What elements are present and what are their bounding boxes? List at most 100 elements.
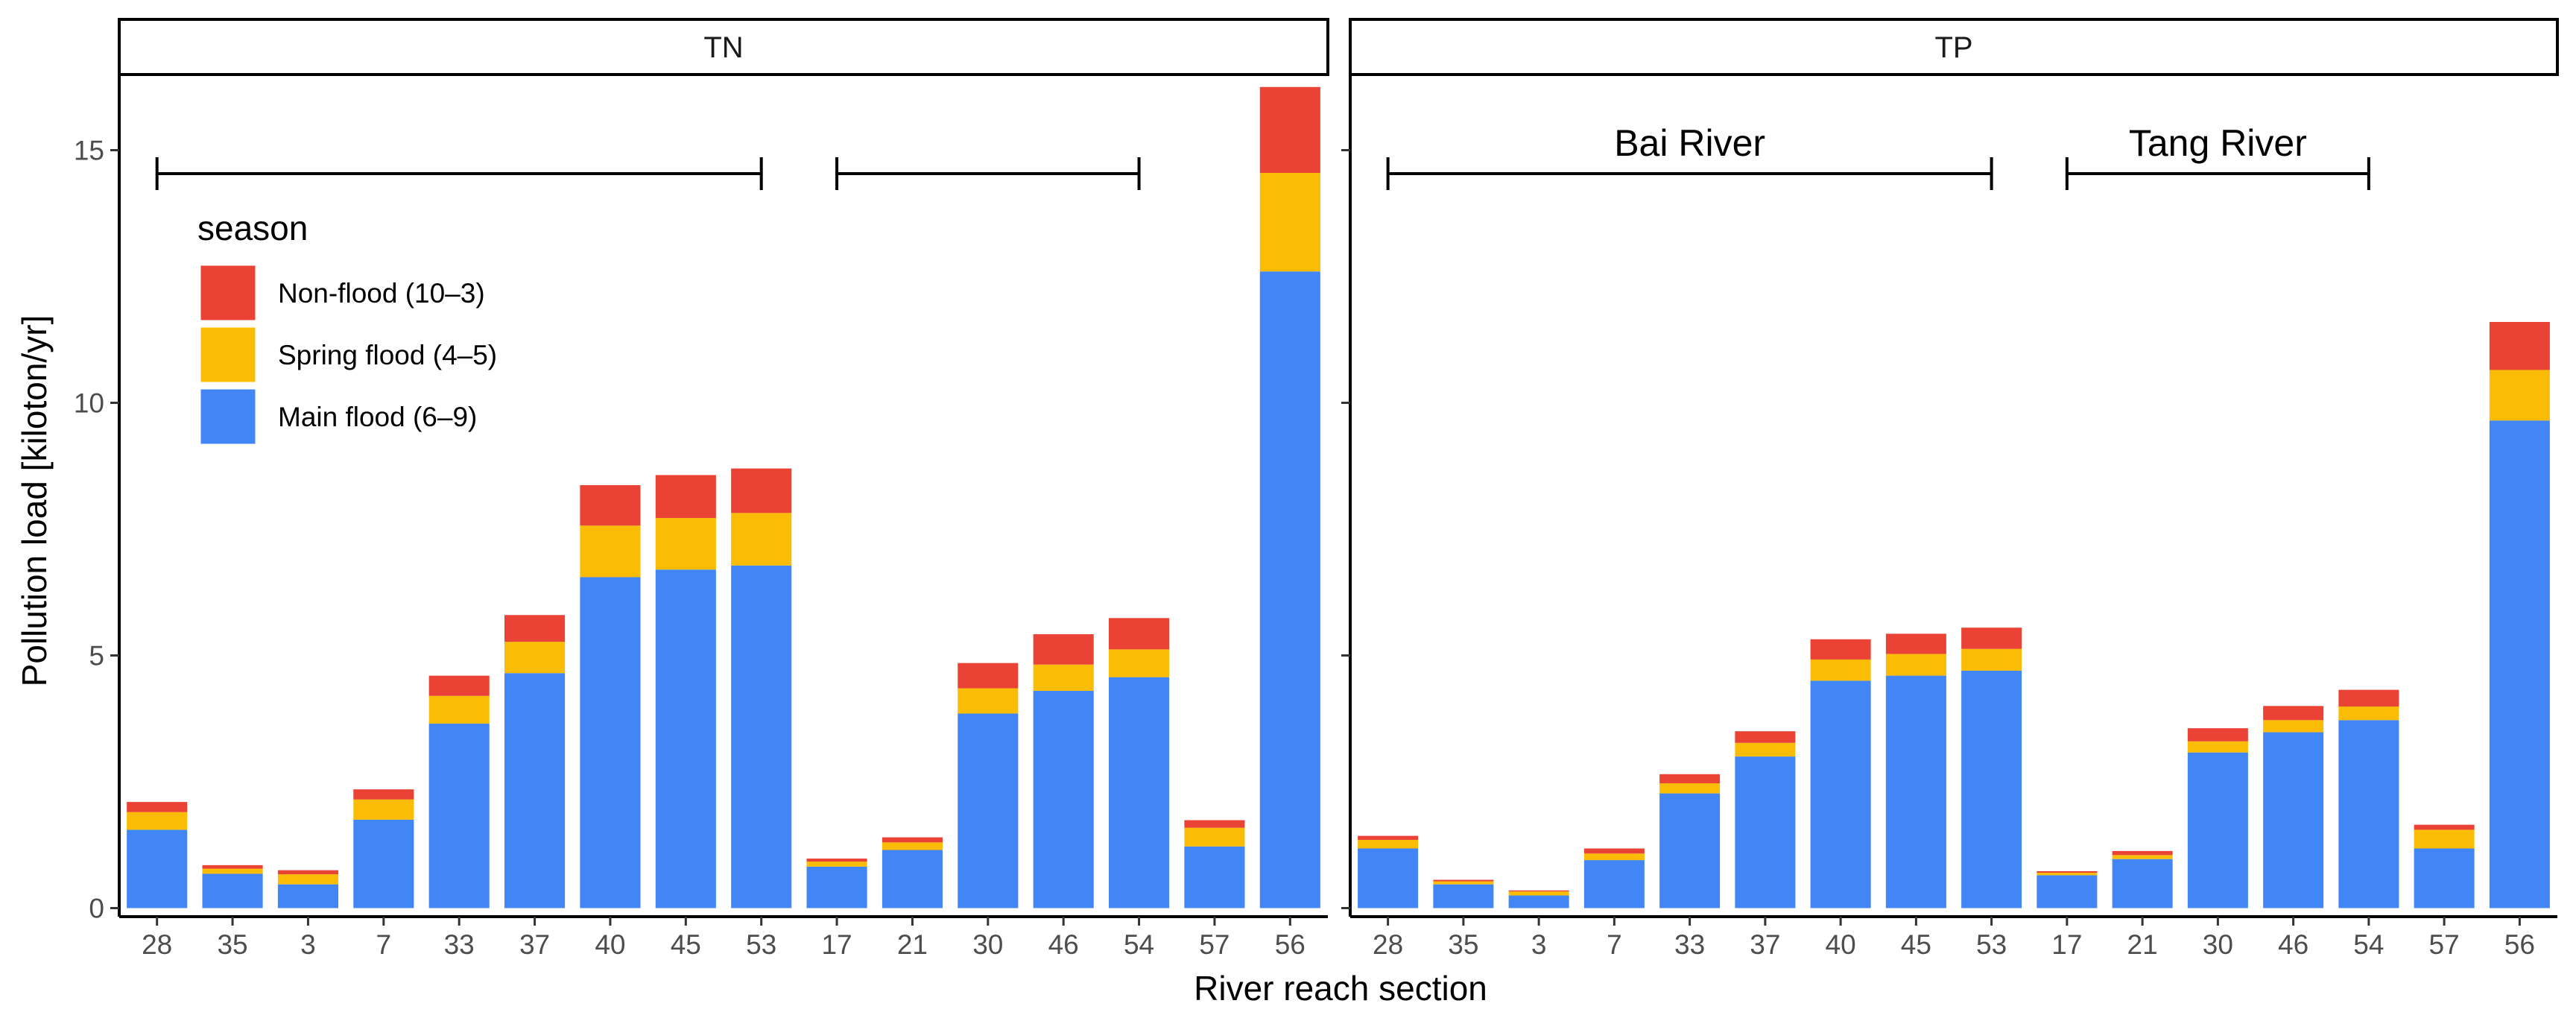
bar-tp-57-non-flood-10-3 <box>2414 824 2475 830</box>
bar-tn-54-main-flood-6-9 <box>1109 677 1170 908</box>
x-tick-label-tp-40: 40 <box>1826 929 1856 960</box>
x-tick-label-tn-7: 7 <box>376 929 392 960</box>
bar-tn-45-spring-flood-4-5 <box>655 518 716 570</box>
bar-tn-7-non-flood-10-3 <box>353 789 414 800</box>
bar-tn-3-main-flood-6-9 <box>277 884 338 908</box>
legend-label-main-flood-6-9: Main flood (6–9) <box>278 402 477 432</box>
bar-tn-56-spring-flood-4-5 <box>1259 173 1320 272</box>
legend: season Non-flood (10–3) Spring flood (4–5)… <box>197 209 497 446</box>
legend-title: season <box>197 209 308 247</box>
bar-tp-17-main-flood-6-9 <box>2037 875 2098 908</box>
bar-tn-21-main-flood-6-9 <box>882 850 943 908</box>
x-tick-label-tp-45: 45 <box>1901 929 1931 960</box>
bar-tp-37-non-flood-10-3 <box>1735 731 1796 743</box>
x-tick-label-tp-7: 7 <box>1607 929 1622 960</box>
bar-tp-3-spring-flood-4-5 <box>1508 891 1569 896</box>
bar-tn-30-spring-flood-4-5 <box>958 688 1019 714</box>
bar-tn-40-spring-flood-4-5 <box>580 525 641 578</box>
y-tick-label-15: 15 <box>74 136 104 166</box>
bar-tp-37-main-flood-6-9 <box>1735 756 1796 908</box>
bar-tn-53-non-flood-10-3 <box>731 468 792 513</box>
bar-tn-33-non-flood-10-3 <box>428 675 490 696</box>
bar-tp-40-spring-flood-4-5 <box>1810 659 1871 681</box>
bar-tn-17-main-flood-6-9 <box>806 866 867 908</box>
bar-tp-7-main-flood-6-9 <box>1583 860 1645 908</box>
facet-label-tn: TN <box>703 31 743 64</box>
bar-tn-53-spring-flood-4-5 <box>731 513 792 566</box>
bar-tp-54-main-flood-6-9 <box>2338 720 2399 908</box>
bar-tp-28-main-flood-6-9 <box>1358 848 1419 908</box>
x-tick-label-tn-53: 53 <box>746 929 776 960</box>
bar-tn-37-main-flood-6-9 <box>504 673 566 908</box>
bar-tn-54-non-flood-10-3 <box>1109 618 1170 650</box>
bar-tn-40-main-flood-6-9 <box>580 577 641 908</box>
facet-label-tp: TP <box>1934 31 1972 64</box>
bar-tp-53-non-flood-10-3 <box>1961 628 2022 649</box>
bar-tn-7-main-flood-6-9 <box>353 819 414 908</box>
x-axis-title: River reach section <box>1194 969 1487 1008</box>
bar-tn-45-non-flood-10-3 <box>655 475 716 519</box>
legend-label-non-flood-10-3: Non-flood (10–3) <box>278 278 485 309</box>
x-tick-label-tp-37: 37 <box>1750 929 1780 960</box>
x-tick-label-tn-3: 3 <box>300 929 316 960</box>
y-tick-label-10: 10 <box>74 388 104 419</box>
bracket-tn-2 <box>835 157 1141 190</box>
x-tick-label-tn-45: 45 <box>671 929 701 960</box>
bars-tp <box>1358 322 2550 908</box>
bar-tn-30-non-flood-10-3 <box>958 663 1019 689</box>
bar-tn-37-spring-flood-4-5 <box>504 642 566 674</box>
bar-tp-40-non-flood-10-3 <box>1810 639 1871 660</box>
x-tick-label-tp-17: 17 <box>2051 929 2082 960</box>
bar-tn-33-main-flood-6-9 <box>428 724 490 908</box>
x-tick-label-tp-3: 3 <box>1531 929 1547 960</box>
bar-tn-33-spring-flood-4-5 <box>428 695 490 724</box>
bar-tp-35-main-flood-6-9 <box>1433 884 1494 908</box>
bar-tp-46-spring-flood-4-5 <box>2263 720 2324 733</box>
bar-tn-17-spring-flood-4-5 <box>806 862 867 867</box>
bar-tn-30-main-flood-6-9 <box>958 713 1019 908</box>
facet-strip-tp <box>1349 18 2559 76</box>
bar-tp-53-spring-flood-4-5 <box>1961 648 2022 671</box>
bar-tn-28-main-flood-6-9 <box>127 829 188 908</box>
x-tick-label-tp-21: 21 <box>2127 929 2158 960</box>
x-tick-label-tp-46: 46 <box>2278 929 2308 960</box>
bar-tn-3-spring-flood-4-5 <box>277 874 338 885</box>
y-tick-label-0: 0 <box>89 894 104 924</box>
bar-tn-57-spring-flood-4-5 <box>1184 827 1245 847</box>
legend-label-spring-flood-4-5: Spring flood (4–5) <box>278 340 497 370</box>
bar-tp-53-main-flood-6-9 <box>1961 670 2022 908</box>
x-tick-label-tp-54: 54 <box>2353 929 2384 960</box>
bar-tn-46-spring-flood-4-5 <box>1033 664 1094 691</box>
bar-tn-21-spring-flood-4-5 <box>882 842 943 850</box>
bars-tn <box>127 86 1320 908</box>
x-tick-label-tp-53: 53 <box>1976 929 2007 960</box>
bar-tp-57-spring-flood-4-5 <box>2414 829 2475 849</box>
bar-tp-21-main-flood-6-9 <box>2112 859 2173 908</box>
x-tick-label-tn-54: 54 <box>1124 929 1154 960</box>
x-tick-label-tp-28: 28 <box>1373 929 1403 960</box>
bar-tp-37-spring-flood-4-5 <box>1735 742 1796 757</box>
bar-tp-30-spring-flood-4-5 <box>2187 741 2248 753</box>
bracket-label: Bai River <box>1614 122 1765 164</box>
bracket-tp-bai-river: Bai River <box>1386 122 1993 190</box>
bar-tp-35-non-flood-10-3 <box>1433 879 1494 882</box>
bar-tp-7-spring-flood-4-5 <box>1583 853 1645 861</box>
bracket-tp-tang-river: Tang River <box>2065 122 2370 190</box>
bar-tp-45-spring-flood-4-5 <box>1885 654 1946 676</box>
bar-tn-57-main-flood-6-9 <box>1184 846 1245 908</box>
y-tick-label-5: 5 <box>89 641 104 671</box>
bar-tp-54-non-flood-10-3 <box>2338 689 2399 707</box>
bar-tp-45-non-flood-10-3 <box>1885 633 1946 654</box>
bar-tn-21-non-flood-10-3 <box>882 837 943 843</box>
bar-tp-28-spring-flood-4-5 <box>1358 839 1419 849</box>
bar-tn-45-main-flood-6-9 <box>655 569 716 908</box>
bar-tn-37-non-flood-10-3 <box>504 615 566 642</box>
bar-tp-45-main-flood-6-9 <box>1885 675 1946 908</box>
bar-tn-7-spring-flood-4-5 <box>353 799 414 820</box>
bar-tp-17-spring-flood-4-5 <box>2037 873 2098 876</box>
x-tick-label-tn-46: 46 <box>1048 929 1079 960</box>
bar-tn-3-non-flood-10-3 <box>277 870 338 875</box>
